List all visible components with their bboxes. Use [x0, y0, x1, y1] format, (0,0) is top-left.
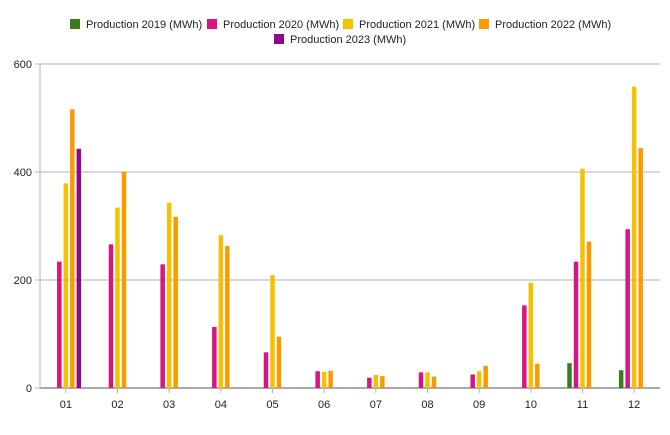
y-tick-label: 400: [14, 167, 32, 179]
bar[interactable]: [276, 336, 282, 388]
bar-group: [57, 109, 82, 389]
legend-label: Production 2020 (MWh): [223, 19, 339, 31]
bars: [57, 86, 643, 389]
bar-group: [418, 372, 437, 388]
x-tick-label: 07: [370, 399, 382, 411]
bar-group: [212, 235, 230, 388]
bar-group: [522, 282, 540, 388]
bar-group: [618, 86, 643, 389]
bar[interactable]: [263, 352, 269, 388]
x-tick-label: 12: [628, 399, 640, 411]
bar[interactable]: [567, 363, 572, 388]
bar[interactable]: [173, 216, 178, 388]
x-tick-label: 01: [60, 399, 72, 411]
bar[interactable]: [380, 376, 385, 388]
bar-group: [567, 168, 592, 388]
x-tick-label: 11: [577, 399, 588, 411]
x-tick-label: 06: [318, 399, 330, 411]
bar[interactable]: [218, 235, 224, 388]
bar[interactable]: [321, 371, 327, 388]
bar-group: [108, 171, 127, 388]
bar[interactable]: [586, 241, 592, 388]
y-tick-label: 600: [14, 59, 32, 71]
bar[interactable]: [425, 372, 430, 388]
bar[interactable]: [631, 86, 637, 389]
bar-group: [470, 365, 488, 389]
legend-swatch: [70, 19, 80, 29]
gridlines: [40, 63, 660, 389]
bar[interactable]: [328, 370, 333, 388]
bar[interactable]: [528, 282, 534, 388]
bar[interactable]: [212, 326, 217, 388]
legend-swatch: [274, 34, 284, 44]
legend-item[interactable]: Production 2023 (MWh): [274, 34, 406, 46]
legend-swatch: [479, 19, 489, 29]
legend: Production 2019 (MWh) Production 2020 (MW…: [70, 19, 611, 46]
bar[interactable]: [108, 244, 114, 388]
bar[interactable]: [70, 109, 75, 389]
bar[interactable]: [483, 365, 488, 388]
bar[interactable]: [625, 229, 630, 388]
y-tick-label: 200: [14, 275, 32, 287]
x-tick-label: 05: [266, 399, 278, 411]
bar-group: [160, 202, 178, 388]
bar[interactable]: [535, 363, 540, 388]
bar[interactable]: [315, 371, 320, 388]
legend-label: Production 2021 (MWh): [359, 19, 475, 31]
legend-label: Production 2023 (MWh): [290, 34, 406, 46]
y-axis: 0 200 400 600: [14, 59, 41, 395]
bar-group: [263, 275, 282, 388]
x-tick-label: 02: [111, 399, 123, 411]
legend-label: Production 2022 (MWh): [495, 19, 611, 31]
y-tick-label: 0: [26, 383, 32, 395]
legend-item[interactable]: Production 2020 (MWh): [207, 19, 339, 31]
legend-item[interactable]: Production 2022 (MWh): [479, 19, 611, 31]
bar[interactable]: [115, 207, 120, 388]
x-tick-label: 08: [421, 399, 433, 411]
bar[interactable]: [121, 171, 127, 388]
legend-label: Production 2019 (MWh): [86, 19, 202, 31]
x-tick-label: 04: [215, 399, 227, 411]
bar[interactable]: [580, 168, 585, 388]
bar[interactable]: [373, 375, 379, 388]
bar[interactable]: [638, 148, 643, 388]
legend-item[interactable]: Production 2021 (MWh): [343, 19, 475, 31]
legend-swatch: [207, 19, 217, 29]
bar-group: [315, 370, 333, 388]
bar[interactable]: [367, 377, 372, 388]
bar[interactable]: [418, 372, 424, 388]
bar[interactable]: [225, 245, 230, 388]
bar[interactable]: [76, 148, 82, 388]
bar[interactable]: [270, 275, 275, 388]
legend-item[interactable]: Production 2019 (MWh): [70, 19, 202, 31]
bar[interactable]: [618, 370, 624, 388]
bar-group: [367, 375, 385, 388]
bar[interactable]: [63, 183, 69, 388]
bar[interactable]: [160, 264, 165, 388]
x-tick-label: 09: [473, 399, 485, 411]
bar[interactable]: [470, 374, 475, 389]
x-tick-label: 10: [525, 399, 537, 411]
bar[interactable]: [166, 202, 172, 388]
bar[interactable]: [522, 305, 527, 388]
bar[interactable]: [57, 261, 62, 388]
x-tick-label: 03: [163, 399, 175, 411]
x-axis: 01 02 03 04 05 06 07 08 09 10 11 12: [60, 388, 640, 411]
bar[interactable]: [431, 376, 437, 388]
bar[interactable]: [476, 371, 482, 388]
bar[interactable]: [573, 261, 579, 388]
legend-swatch: [343, 19, 353, 29]
